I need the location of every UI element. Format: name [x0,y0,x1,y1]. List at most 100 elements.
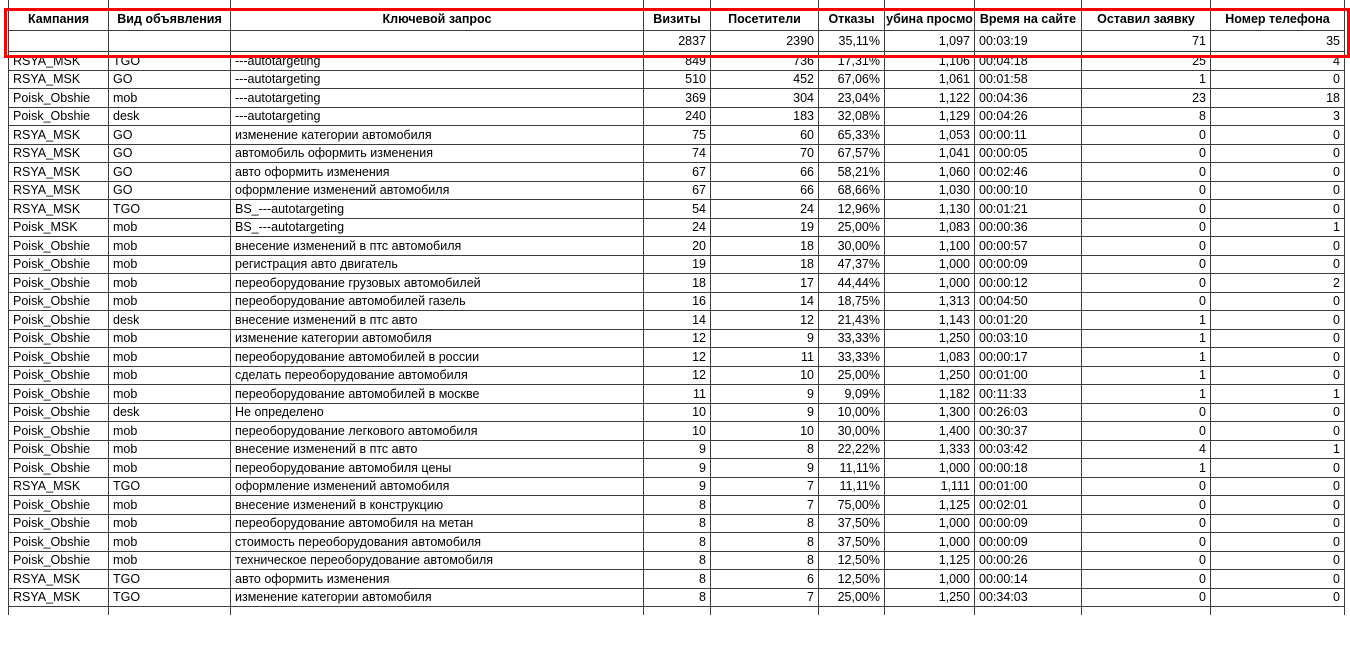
cell-campaign[interactable]: Poisk_Obshie [9,311,109,329]
cell-visits[interactable]: 67 [644,181,711,199]
cell-left_request[interactable]: 0 [1082,237,1211,255]
cell-bounces[interactable]: 10,00% [819,403,885,421]
cell-time_on_site[interactable]: 00:01:58 [975,70,1082,88]
cell-campaign[interactable]: Poisk_Obshie [9,89,109,107]
cell-visitors[interactable]: 8 [711,440,819,458]
cell-ad_type[interactable]: mob [109,348,231,366]
cell-phone_number[interactable]: 0 [1211,126,1345,144]
cell-left_request[interactable]: 0 [1082,588,1211,606]
cell-campaign[interactable]: Poisk_MSK [9,218,109,236]
cell-time_on_site[interactable]: 00:00:09 [975,514,1082,532]
cell-visits[interactable]: 9 [644,477,711,495]
cell-visits[interactable]: 14 [644,311,711,329]
cell-visitors[interactable]: 11 [711,348,819,366]
cell-ad_type[interactable]: mob [109,274,231,292]
cell-ad_type[interactable]: mob [109,385,231,403]
cell-view_depth[interactable]: 1,000 [885,459,975,477]
cell-view_depth[interactable]: 1,250 [885,366,975,384]
cell-bounces[interactable]: 32,08% [819,107,885,125]
cell-visitors[interactable]: 8 [711,533,819,551]
cell-campaign[interactable]: RSYA_MSK [9,200,109,218]
cell-left_request[interactable]: 0 [1082,255,1211,273]
cell-phone_number[interactable]: 3 [1211,107,1345,125]
cell-keyword[interactable]: изменение категории автомобиля [231,329,644,347]
cell-bounces[interactable]: 23,04% [819,89,885,107]
cell-bounces[interactable]: 47,37% [819,255,885,273]
cell-time_on_site[interactable]: 00:02:46 [975,163,1082,181]
cell-view_depth[interactable]: 1,083 [885,348,975,366]
cell-campaign[interactable]: Poisk_Obshie [9,440,109,458]
cell-ad_type[interactable]: mob [109,237,231,255]
cell-left_request[interactable]: 0 [1082,274,1211,292]
cell-bounces[interactable]: 21,43% [819,311,885,329]
cell-visits[interactable]: 240 [644,107,711,125]
cell-view_depth[interactable]: 1,182 [885,385,975,403]
cell-ad_type[interactable]: GO [109,70,231,88]
cell-view_depth[interactable]: 1,130 [885,200,975,218]
cell-phone_number[interactable]: 0 [1211,329,1345,347]
cell-bounces[interactable]: 12,50% [819,551,885,569]
cell-time_on_site[interactable]: 00:04:36 [975,89,1082,107]
cell-visits[interactable]: 24 [644,218,711,236]
empty-cell-keyword[interactable] [231,0,644,8]
cell-visits[interactable]: 8 [644,570,711,588]
cell-visitors[interactable]: 7 [711,588,819,606]
cell-ad_type[interactable]: mob [109,459,231,477]
cell-campaign[interactable]: Poisk_Obshie [9,255,109,273]
cell-ad_type[interactable]: mob [109,366,231,384]
cell-campaign[interactable]: Poisk_Obshie [9,107,109,125]
cell-ad_type[interactable]: mob [109,514,231,532]
cell-phone_number[interactable]: 0 [1211,477,1345,495]
cell-phone_number[interactable]: 1 [1211,218,1345,236]
cell-view_depth[interactable]: 1,000 [885,514,975,532]
cell-campaign[interactable]: Poisk_Obshie [9,551,109,569]
cell-visits[interactable]: 8 [644,514,711,532]
cell-time_on_site[interactable]: 00:04:18 [975,52,1082,70]
cell-phone_number[interactable]: 4 [1211,52,1345,70]
cell-visitors[interactable]: 10 [711,422,819,440]
cell-time_on_site[interactable]: 00:00:17 [975,348,1082,366]
cell-bounces[interactable]: 18,75% [819,292,885,310]
total-cell-campaign[interactable] [9,31,109,51]
cell-campaign[interactable]: RSYA_MSK [9,126,109,144]
cell-ad_type[interactable]: desk [109,311,231,329]
cell-bounces[interactable]: 44,44% [819,274,885,292]
cell-keyword[interactable]: ---autotargeting [231,107,644,125]
cell-phone_number[interactable]: 0 [1211,570,1345,588]
cell-campaign[interactable]: Poisk_Obshie [9,422,109,440]
cell-campaign[interactable]: Poisk_Obshie [9,403,109,421]
cell-visitors[interactable]: 10 [711,366,819,384]
cell-bounces[interactable]: 25,00% [819,588,885,606]
cell-ad_type[interactable]: TGO [109,588,231,606]
cell-view_depth[interactable]: 1,250 [885,588,975,606]
total-cell-view_depth[interactable]: 1,097 [885,31,975,51]
cell-keyword[interactable]: оформление изменений автомобиля [231,181,644,199]
cell-ad_type[interactable]: TGO [109,570,231,588]
cell-visitors[interactable]: 18 [711,237,819,255]
empty-cell-time_on_site[interactable] [975,0,1082,8]
cell-visits[interactable]: 8 [644,496,711,514]
empty-cell-keyword[interactable] [231,607,644,615]
cell-phone_number[interactable]: 0 [1211,163,1345,181]
cell-keyword[interactable]: стоимость переоборудования автомобиля [231,533,644,551]
cell-keyword[interactable]: переоборудование легкового автомобиля [231,422,644,440]
cell-campaign[interactable]: Poisk_Obshie [9,274,109,292]
cell-visitors[interactable]: 8 [711,551,819,569]
column-header-bounces[interactable]: Отказы [819,9,885,30]
cell-time_on_site[interactable]: 00:00:09 [975,533,1082,551]
cell-view_depth[interactable]: 1,300 [885,403,975,421]
cell-left_request[interactable]: 0 [1082,514,1211,532]
cell-keyword[interactable]: авто оформить изменения [231,570,644,588]
cell-phone_number[interactable]: 0 [1211,533,1345,551]
cell-bounces[interactable]: 65,33% [819,126,885,144]
empty-cell-ad_type[interactable] [109,0,231,8]
cell-ad_type[interactable]: mob [109,422,231,440]
cell-time_on_site[interactable]: 00:02:01 [975,496,1082,514]
cell-view_depth[interactable]: 1,083 [885,218,975,236]
cell-keyword[interactable]: переоборудование автомобилей газель [231,292,644,310]
cell-phone_number[interactable]: 2 [1211,274,1345,292]
cell-phone_number[interactable]: 0 [1211,237,1345,255]
cell-ad_type[interactable]: GO [109,163,231,181]
cell-phone_number[interactable]: 1 [1211,385,1345,403]
cell-phone_number[interactable]: 0 [1211,496,1345,514]
